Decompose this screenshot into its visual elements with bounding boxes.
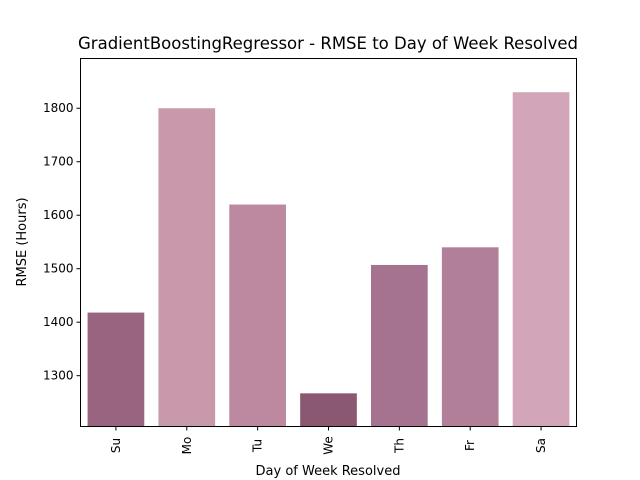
y-tick-label: 1600 [43,208,74,222]
bar-fr [441,247,499,427]
bar-tu [229,204,286,427]
plot-frame [80,58,577,427]
y-axis-label: RMSE (Hours) [15,197,30,286]
x-tick-label: Fr [463,440,477,451]
bar-mo [158,108,216,427]
x-tick-label: Mo [180,437,194,455]
bar-sa [512,92,570,427]
bar-th [371,264,428,427]
chart-title: GradientBoostingRegressor - RMSE to Day … [78,34,578,53]
x-tick-label: We [322,436,336,455]
bars-group [87,92,570,427]
x-tick-label: Su [109,438,123,453]
x-axis-ticks: Su Mo Tu We Th Fr Sa [109,426,548,455]
bar-we [300,393,357,427]
y-tick-label: 1400 [43,315,74,329]
y-tick-label: 1300 [43,369,74,383]
x-tick-label: Tu [251,439,265,453]
y-tick-label: 1800 [43,101,74,115]
x-axis-label: Day of Week Resolved [256,464,401,479]
y-tick-label: 1500 [43,262,74,276]
y-tick-label: 1700 [43,155,74,169]
y-axis-ticks: 1300 1400 1500 1600 1700 1800 [43,101,81,383]
x-tick-label: Th [392,438,406,454]
x-tick-label: Sa [534,438,548,453]
bar-su [87,312,145,427]
